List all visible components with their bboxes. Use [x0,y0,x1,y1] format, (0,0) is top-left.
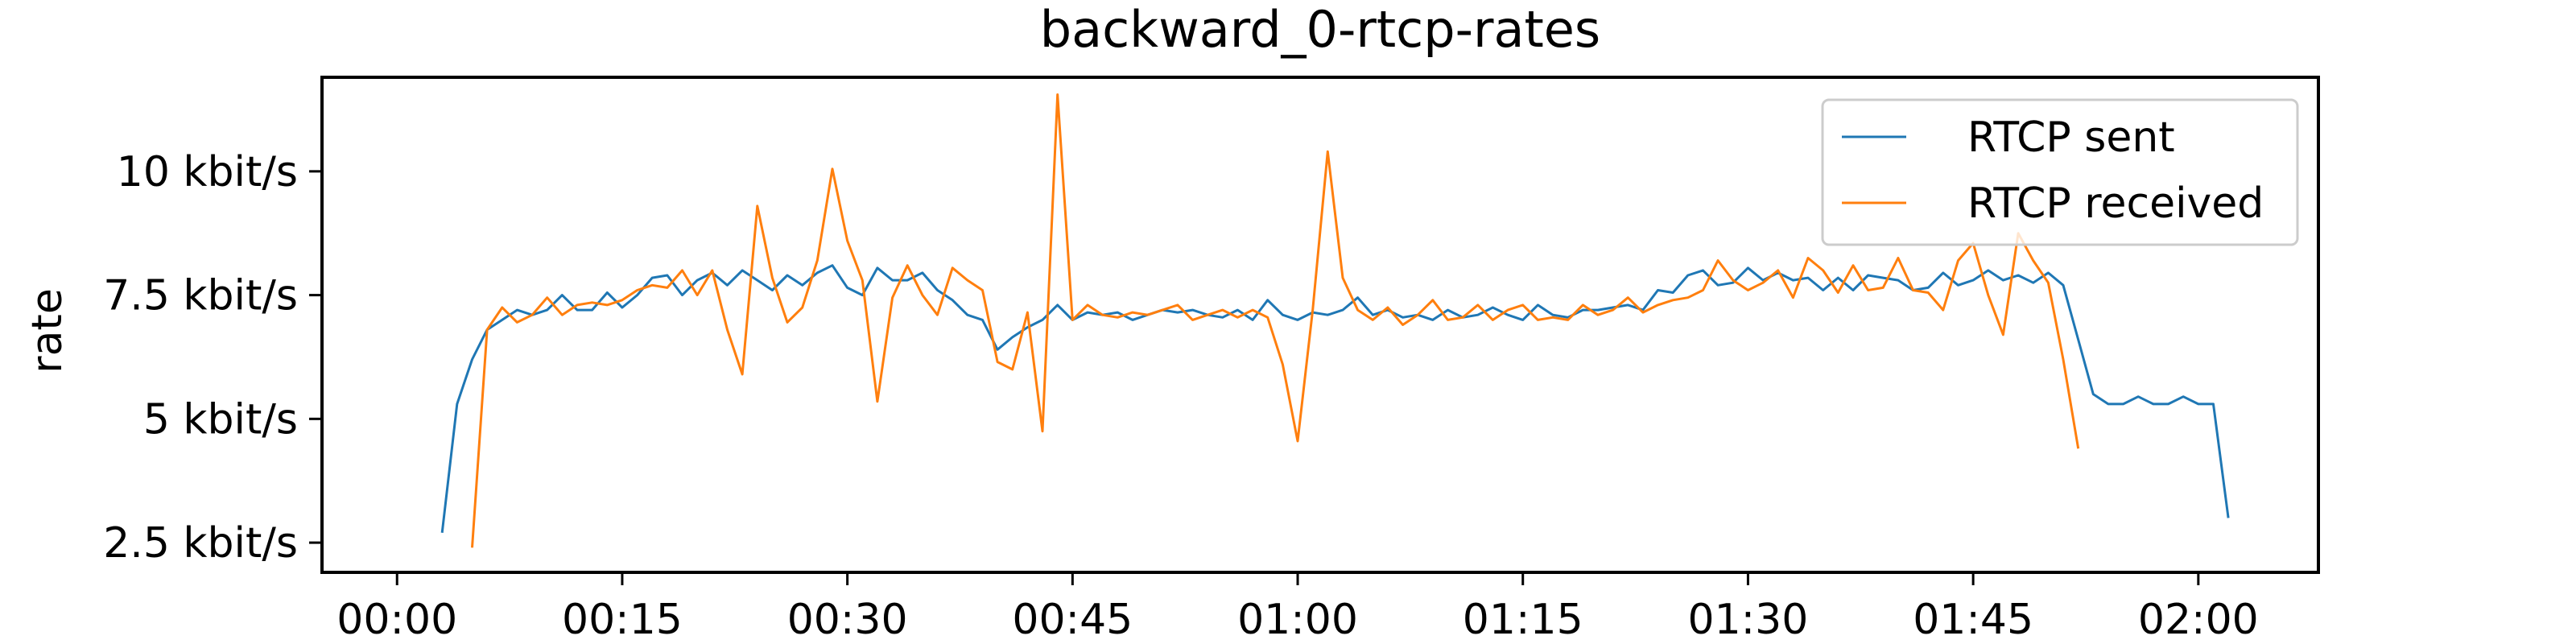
legend-box [1821,98,2299,246]
x-tick-label: 01:15 [1463,596,1583,644]
x-tick-label: 01:00 [1237,596,1358,644]
x-tick-label: 00:15 [562,596,683,644]
x-tick-label: 01:45 [1913,596,2033,644]
series-line-2 [471,93,2080,548]
y-axis-title: rate [23,288,72,374]
legend-label: RTCP sent [1967,114,2175,162]
x-tick-label: 00:00 [336,596,457,644]
x-tick-label: 02:00 [2138,596,2259,644]
y-tick-label: 5 kbit/s [143,395,298,444]
x-tick-label: 01:30 [1687,596,1808,644]
y-axis: 2.5 kbit/s 5 kbit/s 7.5 kbit/s 10 kbit/s [103,148,322,568]
series-layer [440,93,2230,548]
x-axis: 00:00 00:15 00:30 00:45 01:00 01:15 01:30 01:45… [336,572,2259,644]
x-tick-label: 00:45 [1012,596,1133,644]
y-tick-label: 10 kbit/s [117,148,298,196]
legend: RTCP sent RTCP received [1821,98,2299,246]
plot-frame [320,76,2320,574]
chart-title: backward_0-rtcp-rates [1040,0,1600,59]
y-tick-label: 2.5 kbit/s [103,519,298,568]
y-tick-label: 7.5 kbit/s [103,272,298,320]
legend-label: RTCP received [1967,180,2264,228]
x-tick-label: 00:30 [787,596,908,644]
series-line-1 [440,264,2230,533]
